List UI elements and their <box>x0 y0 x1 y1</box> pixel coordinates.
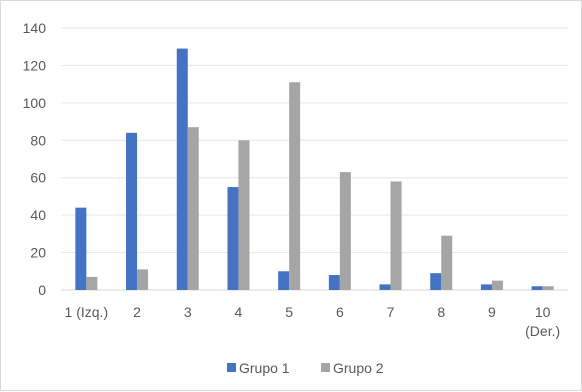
x-tick-label-line: 4 <box>235 304 243 320</box>
y-tick-label: 20 <box>30 245 46 261</box>
bar-grupo-2-9 <box>491 280 503 290</box>
y-tick-label: 60 <box>30 170 46 186</box>
x-tick-label: 7 <box>387 304 395 320</box>
bar-grupo-1-3 <box>176 48 188 291</box>
x-tick-label: 10 (Der.) <box>525 304 560 339</box>
x-tick-label-line: 7 <box>387 304 395 320</box>
x-tick-label-line: 8 <box>437 304 445 320</box>
x-tick-label-line: 10 <box>535 304 551 320</box>
x-tick-label: 1 (Izq.) <box>65 304 109 320</box>
bar-grupo-1-5 <box>278 271 290 290</box>
bar-grupo-1-2 <box>126 132 138 290</box>
bar-grupo-2-4 <box>238 140 250 290</box>
y-axis-ticks: 0 20 40 60 80 100 120 140 <box>23 20 47 298</box>
x-tick-label-line: 3 <box>184 304 192 320</box>
x-tick-label: 2 <box>133 304 141 320</box>
bar-grupo-2-6 <box>339 172 351 290</box>
x-tick-label: 9 <box>488 304 496 320</box>
bar-grupo-2-1 <box>86 276 98 290</box>
x-tick-label-line: 5 <box>285 304 293 320</box>
y-tick-label: 40 <box>30 207 46 223</box>
y-tick-label: 0 <box>38 282 46 298</box>
x-tick-label-line: 2 <box>133 304 141 320</box>
bar-grupo-2-7 <box>390 181 402 290</box>
y-tick-label: 120 <box>23 57 47 73</box>
legend-label: Grupo 1 <box>239 360 290 376</box>
bar-grupo-2-3 <box>187 127 199 290</box>
legend-label: Grupo 2 <box>333 360 384 376</box>
gridlines <box>61 27 568 291</box>
bar-grupo-1-6 <box>328 275 340 290</box>
bar-grupo-1-1 <box>75 207 87 290</box>
x-tick-label-line: (Der.) <box>525 323 560 339</box>
x-tick-label: 3 <box>184 304 192 320</box>
x-tick-label: 5 <box>285 304 293 320</box>
bar-grupo-1-10 <box>531 286 543 290</box>
bar-grupo-2-8 <box>441 235 453 290</box>
x-tick-label-line: 9 <box>488 304 496 320</box>
x-tick-label: 6 <box>336 304 344 320</box>
y-tick-label: 100 <box>23 95 47 111</box>
x-tick-label: 8 <box>437 304 445 320</box>
bar-grupo-2-10 <box>542 286 554 290</box>
legend-swatch <box>227 363 236 372</box>
x-tick-label-line: 6 <box>336 304 344 320</box>
x-axis-ticks: 1 (Izq.) 2 3 4 5 6 7 8 9 10 (Der.) <box>65 304 561 339</box>
legend-swatch <box>321 363 330 372</box>
bar-grupo-2-2 <box>137 269 149 290</box>
x-tick-label-line: 1 (Izq.) <box>65 304 109 320</box>
y-tick-label: 140 <box>23 20 47 36</box>
bar-grupo-2-5 <box>289 82 301 291</box>
x-tick-label: 4 <box>235 304 243 320</box>
bar-grupo-1-9 <box>480 284 492 290</box>
bars <box>75 48 554 291</box>
bar-grupo-1-8 <box>430 273 442 290</box>
bar-grupo-1-7 <box>379 284 391 290</box>
legend: Grupo 1 Grupo 2 <box>227 360 384 376</box>
y-tick-label: 80 <box>30 132 46 148</box>
bar-grupo-1-4 <box>227 187 239 290</box>
